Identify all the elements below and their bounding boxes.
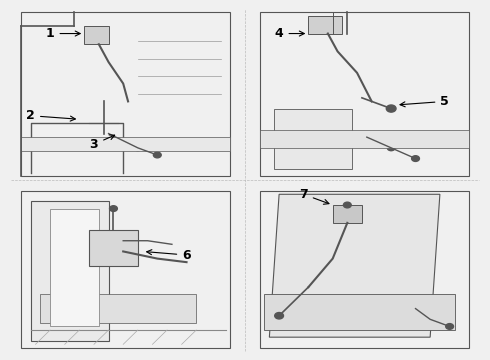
Polygon shape <box>270 194 440 337</box>
Polygon shape <box>84 26 109 44</box>
Circle shape <box>134 145 142 151</box>
Circle shape <box>275 312 284 319</box>
Circle shape <box>446 324 454 329</box>
Polygon shape <box>260 130 469 148</box>
Circle shape <box>110 206 117 211</box>
Polygon shape <box>50 208 99 327</box>
Circle shape <box>412 156 419 161</box>
Text: 3: 3 <box>90 135 115 151</box>
Polygon shape <box>21 137 230 152</box>
Circle shape <box>386 105 396 112</box>
Text: 4: 4 <box>275 27 304 40</box>
Text: 7: 7 <box>299 188 329 204</box>
Polygon shape <box>89 230 138 266</box>
Circle shape <box>153 152 161 158</box>
Text: 1: 1 <box>46 27 80 40</box>
Polygon shape <box>265 294 455 330</box>
Text: 6: 6 <box>147 248 191 261</box>
Circle shape <box>387 145 395 151</box>
Polygon shape <box>30 202 109 341</box>
Polygon shape <box>40 294 196 323</box>
Polygon shape <box>333 205 362 223</box>
Text: 5: 5 <box>400 95 449 108</box>
Text: 2: 2 <box>26 109 75 122</box>
Polygon shape <box>274 109 352 169</box>
Polygon shape <box>308 16 343 33</box>
Circle shape <box>343 202 351 208</box>
